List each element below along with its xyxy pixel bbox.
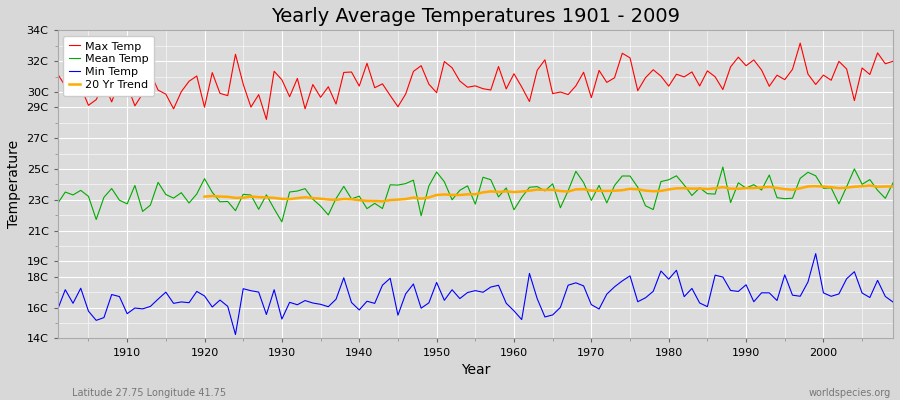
- 20 Yr Trend: [500, 189, 511, 194]
- Min Temp: [114, 294, 125, 299]
- 20 Yr Trend: [601, 188, 612, 193]
- Max Temp: [292, 76, 302, 81]
- Mean Temp: [517, 195, 527, 200]
- Min Temp: [52, 307, 63, 312]
- Y-axis label: Temperature: Temperature: [7, 140, 21, 228]
- Max Temp: [114, 78, 125, 83]
- Max Temp: [887, 59, 898, 64]
- Mean Temp: [609, 183, 620, 188]
- Min Temp: [508, 308, 519, 313]
- Line: Mean Temp: Mean Temp: [58, 167, 893, 222]
- 20 Yr Trend: [887, 184, 898, 189]
- Text: worldspecies.org: worldspecies.org: [809, 388, 891, 398]
- Mean Temp: [114, 198, 125, 202]
- Mean Temp: [717, 165, 728, 170]
- Min Temp: [292, 302, 302, 307]
- Max Temp: [517, 84, 527, 89]
- Mean Temp: [887, 180, 898, 185]
- Line: Max Temp: Max Temp: [58, 43, 893, 119]
- Max Temp: [261, 117, 272, 122]
- Mean Temp: [292, 189, 302, 194]
- X-axis label: Year: Year: [461, 363, 490, 377]
- Max Temp: [795, 41, 806, 46]
- Mean Temp: [508, 207, 519, 212]
- Legend: Max Temp, Mean Temp, Min Temp, 20 Yr Trend: Max Temp, Mean Temp, Min Temp, 20 Yr Tre…: [63, 36, 155, 96]
- Mean Temp: [276, 220, 287, 224]
- Max Temp: [52, 71, 63, 76]
- Line: Min Temp: Min Temp: [58, 254, 893, 334]
- Min Temp: [338, 276, 349, 280]
- Min Temp: [609, 284, 620, 289]
- Line: 20 Yr Trend: 20 Yr Trend: [204, 186, 893, 201]
- 20 Yr Trend: [330, 198, 341, 202]
- Min Temp: [810, 251, 821, 256]
- Min Temp: [230, 332, 241, 337]
- Min Temp: [517, 317, 527, 322]
- Max Temp: [609, 75, 620, 80]
- Text: Latitude 27.75 Longitude 41.75: Latitude 27.75 Longitude 41.75: [72, 388, 226, 398]
- 20 Yr Trend: [508, 190, 519, 194]
- Title: Yearly Average Temperatures 1901 - 2009: Yearly Average Temperatures 1901 - 2009: [271, 7, 680, 26]
- Mean Temp: [52, 201, 63, 206]
- Min Temp: [887, 300, 898, 304]
- Mean Temp: [338, 184, 349, 189]
- 20 Yr Trend: [284, 197, 295, 202]
- Max Temp: [508, 71, 519, 76]
- Max Temp: [338, 70, 349, 75]
